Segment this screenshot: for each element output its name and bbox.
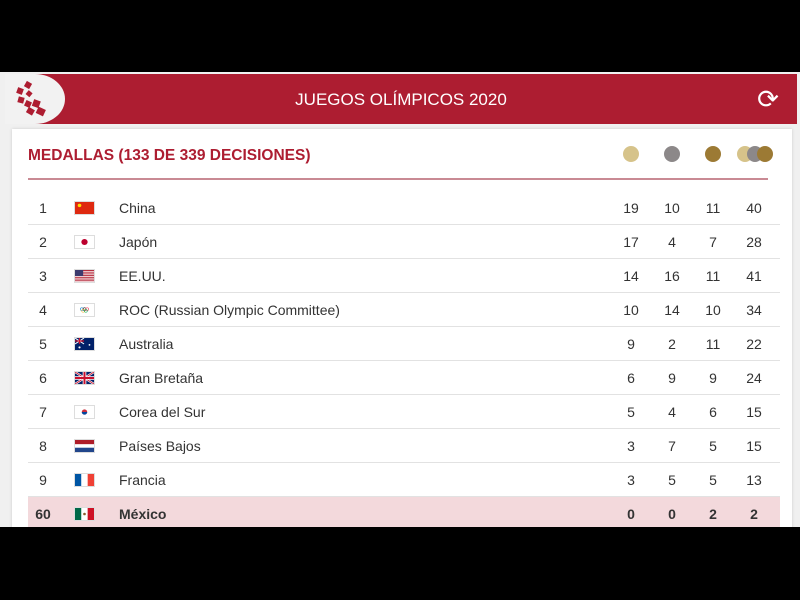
country-name: Francia bbox=[119, 472, 166, 488]
bronze-count: 10 bbox=[705, 302, 721, 318]
medals-heading: MEDALLAS (133 DE 339 DECISIONES) bbox=[28, 147, 311, 164]
country-name: EE.UU. bbox=[119, 268, 166, 284]
medal-table-card: MEDALLAS (133 DE 339 DECISIONES) 1 China… bbox=[12, 129, 792, 527]
country-name: China bbox=[119, 200, 156, 216]
gold-count: 0 bbox=[627, 506, 635, 522]
bronze-count: 7 bbox=[709, 234, 717, 250]
country-name: México bbox=[119, 506, 167, 522]
table-row[interactable]: 4 ROC (Russian Olympic Committee) 10 14 … bbox=[28, 293, 780, 327]
china-flag-icon bbox=[74, 201, 95, 215]
rank: 6 bbox=[39, 370, 47, 386]
rank: 3 bbox=[39, 268, 47, 284]
country-name: Corea del Sur bbox=[119, 404, 206, 420]
rank: 1 bbox=[39, 200, 47, 216]
total-count: 15 bbox=[746, 404, 762, 420]
bronze-count: 2 bbox=[709, 506, 717, 522]
total-count: 40 bbox=[746, 200, 762, 216]
rank: 7 bbox=[39, 404, 47, 420]
gold-count: 19 bbox=[623, 200, 639, 216]
total-medals-icon bbox=[757, 146, 773, 162]
country-name: Australia bbox=[119, 336, 174, 352]
table-row[interactable]: 2 Japón 17 4 7 28 bbox=[28, 225, 780, 259]
uk-flag-icon bbox=[74, 371, 95, 385]
table-row[interactable]: 3 EE.UU. 14 16 11 41 bbox=[28, 259, 780, 293]
total-count: 2 bbox=[750, 506, 758, 522]
table-row[interactable]: 8 Países Bajos 3 7 5 15 bbox=[28, 429, 780, 463]
gold-count: 5 bbox=[627, 404, 635, 420]
table-row[interactable]: 1 China 19 10 11 40 bbox=[28, 191, 780, 225]
table-row[interactable]: 6 Gran Bretaña 6 9 9 24 bbox=[28, 361, 780, 395]
country-name: ROC (Russian Olympic Committee) bbox=[119, 302, 340, 318]
total-count: 13 bbox=[746, 472, 762, 488]
rank: 4 bbox=[39, 302, 47, 318]
gold-count: 10 bbox=[623, 302, 639, 318]
australia-flag-icon bbox=[74, 337, 95, 351]
table-row[interactable]: 60 México 0 0 2 2 bbox=[28, 497, 780, 527]
bronze-count: 11 bbox=[705, 268, 721, 284]
bronze-medal-icon bbox=[705, 146, 721, 162]
page-title: JUEGOS OLÍMPICOS 2020 bbox=[295, 90, 507, 109]
table-row[interactable]: 5 Australia 9 2 11 22 bbox=[28, 327, 780, 361]
gold-count: 9 bbox=[627, 336, 635, 352]
table-row[interactable]: 7 Corea del Sur 5 4 6 15 bbox=[28, 395, 780, 429]
bronze-count: 5 bbox=[709, 438, 717, 454]
table-row[interactable]: 9 Francia 3 5 5 13 bbox=[28, 463, 780, 497]
bronze-count: 11 bbox=[705, 336, 721, 352]
country-name: Gran Bretaña bbox=[119, 370, 204, 386]
usa-flag-icon bbox=[74, 269, 95, 283]
silver-medal-icon bbox=[664, 146, 680, 162]
total-count: 22 bbox=[746, 336, 762, 352]
roc-flag-icon bbox=[74, 303, 95, 317]
mexico-flag-icon bbox=[74, 507, 95, 521]
silver-count: 16 bbox=[664, 268, 680, 284]
silver-count: 4 bbox=[668, 404, 676, 420]
rank: 9 bbox=[39, 472, 47, 488]
total-count: 15 bbox=[746, 438, 762, 454]
top-bar: JUEGOS OLÍMPICOS 2020 ⟳ bbox=[5, 74, 797, 124]
total-count: 34 bbox=[746, 302, 762, 318]
france-flag-icon bbox=[74, 473, 95, 487]
gold-count: 3 bbox=[627, 472, 635, 488]
total-count: 28 bbox=[746, 234, 762, 250]
gold-medal-icon bbox=[623, 146, 639, 162]
silver-count: 10 bbox=[664, 200, 680, 216]
silver-count: 9 bbox=[668, 370, 676, 386]
rank: 5 bbox=[39, 336, 47, 352]
silver-count: 2 bbox=[668, 336, 676, 352]
rank: 2 bbox=[39, 234, 47, 250]
gold-count: 17 bbox=[623, 234, 639, 250]
silver-count: 0 bbox=[668, 506, 676, 522]
app-screen: JUEGOS OLÍMPICOS 2020 ⟳ MEDALLAS (133 DE… bbox=[0, 72, 800, 527]
silver-count: 14 bbox=[664, 302, 680, 318]
total-count: 24 bbox=[746, 370, 762, 386]
netherlands-flag-icon bbox=[74, 439, 95, 453]
divider bbox=[28, 178, 768, 180]
gold-count: 3 bbox=[627, 438, 635, 454]
gold-count: 6 bbox=[627, 370, 635, 386]
bronze-count: 6 bbox=[709, 404, 717, 420]
silver-count: 7 bbox=[668, 438, 676, 454]
rank: 8 bbox=[39, 438, 47, 454]
country-name: Japón bbox=[119, 234, 158, 250]
gold-count: 14 bbox=[623, 268, 639, 284]
silver-count: 5 bbox=[668, 472, 676, 488]
olympics-logo[interactable] bbox=[5, 74, 65, 124]
rank: 60 bbox=[35, 506, 51, 522]
total-count: 41 bbox=[746, 268, 762, 284]
bronze-count: 9 bbox=[709, 370, 717, 386]
japan-flag-icon bbox=[74, 235, 95, 249]
bronze-count: 11 bbox=[705, 200, 721, 216]
country-name: Países Bajos bbox=[119, 438, 201, 454]
south-korea-flag-icon bbox=[74, 405, 95, 419]
refresh-icon[interactable]: ⟳ bbox=[757, 84, 779, 114]
bronze-count: 5 bbox=[709, 472, 717, 488]
silver-count: 4 bbox=[668, 234, 676, 250]
